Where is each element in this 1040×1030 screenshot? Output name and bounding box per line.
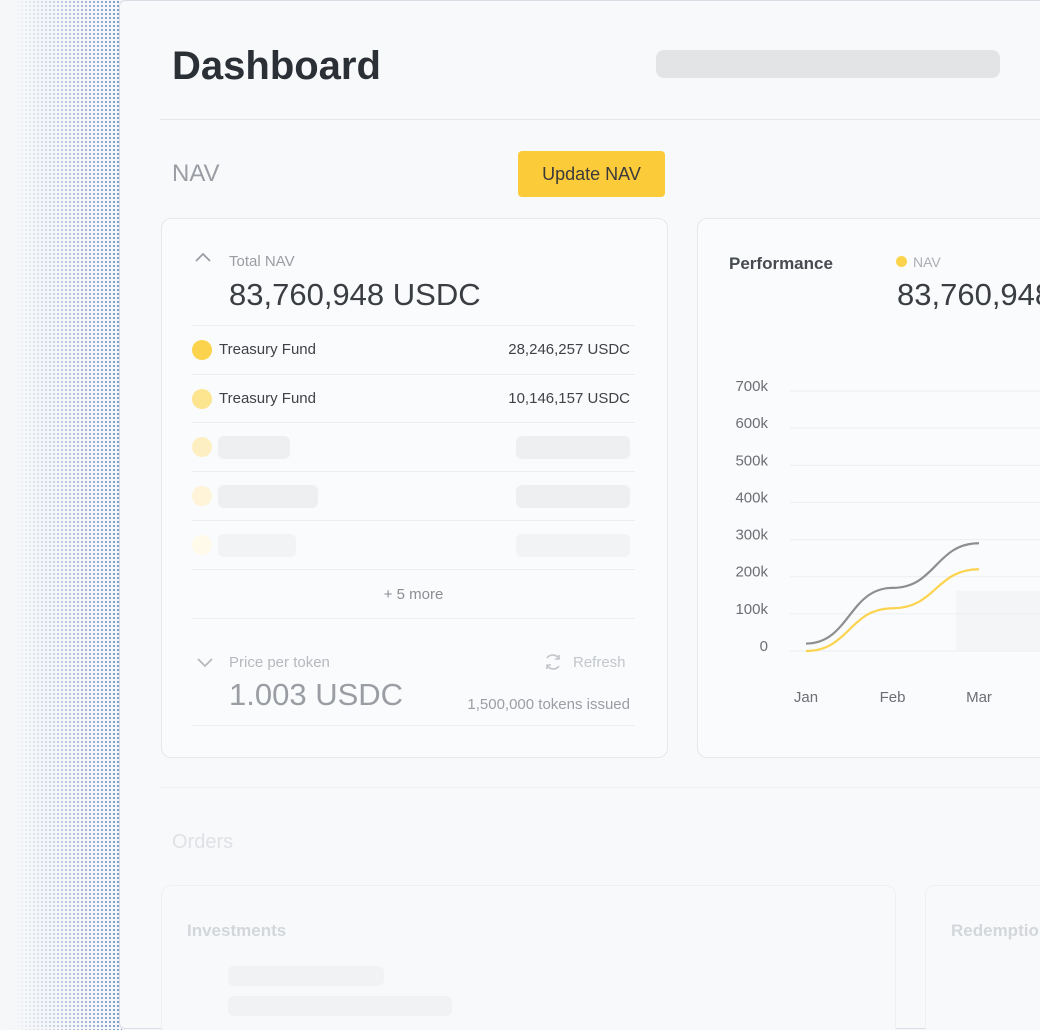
investments-card: [161, 885, 896, 1030]
page-title: Dashboard: [172, 44, 381, 88]
y-tick-label: 100k: [735, 601, 768, 618]
y-tick-label: 500k: [735, 452, 768, 469]
placeholder: [228, 996, 452, 1016]
divider: [192, 374, 635, 375]
placeholder: [218, 436, 290, 459]
x-tick-label: Mar: [966, 689, 992, 706]
price-value: 1.003 USDC: [229, 677, 404, 712]
search-placeholder[interactable]: [656, 50, 1000, 78]
divider: [192, 471, 635, 472]
x-tick-label: Feb: [880, 689, 906, 706]
collapse-icon[interactable]: [194, 252, 212, 264]
placeholder: [516, 485, 630, 508]
placeholder: [218, 534, 296, 557]
redemptions-card: [925, 885, 1040, 1030]
investments-title: Investments: [187, 921, 287, 940]
decorative-bars: [956, 591, 1040, 651]
orders-title: Orders: [172, 831, 234, 853]
performance-chart: 0 100k 200k 300k 400k 500k 600k 700k Jan Feb Mar: [735, 378, 1040, 706]
total-nav-value: 83,760,948 USDC: [229, 277, 481, 312]
divider: [192, 618, 635, 619]
total-nav-label: Total NAV: [229, 253, 295, 270]
holding-dot: [192, 389, 212, 409]
placeholder: [516, 534, 630, 557]
dot-pattern: [0, 0, 122, 1030]
y-tick-label: 700k: [735, 378, 768, 395]
holding-name: Treasury Fund: [219, 341, 316, 358]
update-nav-button[interactable]: Update NAV: [518, 151, 665, 197]
divider: [160, 119, 1040, 120]
placeholder-dot: [192, 486, 212, 506]
holding-name: Treasury Fund: [219, 390, 316, 407]
holding-value: 10,146,157 USDC: [508, 390, 630, 407]
redemptions-title: Redemptions: [951, 921, 1040, 940]
tokens-issued: 1,500,000 tokens issued: [467, 696, 630, 713]
expand-icon[interactable]: [196, 656, 214, 668]
placeholder-dot: [192, 437, 212, 457]
placeholder: [228, 966, 384, 986]
refresh-button[interactable]: Refresh: [573, 654, 626, 671]
divider: [192, 422, 635, 423]
y-tick-label: 400k: [735, 489, 768, 506]
y-tick-label: 300k: [735, 527, 768, 544]
refresh-icon[interactable]: [543, 652, 563, 672]
placeholder: [218, 485, 318, 508]
line-series: [805, 568, 980, 653]
y-tick-label: 0: [760, 638, 768, 655]
y-tick-label: 200k: [735, 564, 768, 581]
price-label: Price per token: [229, 654, 330, 671]
section-title: NAV: [172, 160, 220, 187]
legend-swatch: [896, 256, 907, 267]
divider: [192, 520, 635, 521]
legend-label: NAV: [913, 254, 941, 270]
divider: [192, 569, 635, 570]
divider: [192, 725, 635, 726]
x-tick-label: Jan: [794, 689, 818, 706]
show-more[interactable]: + 5 more: [383, 586, 444, 603]
line-series: [805, 542, 980, 645]
performance-card: [697, 218, 1040, 758]
performance-title: Performance: [729, 254, 833, 273]
divider: [192, 325, 635, 326]
divider: [160, 787, 1040, 788]
performance-value: 83,760,948 USDC: [897, 277, 1040, 312]
y-tick-label: 600k: [735, 415, 768, 432]
placeholder: [516, 436, 630, 459]
holding-dot: [192, 340, 212, 360]
placeholder-dot: [192, 535, 212, 555]
holding-value: 28,246,257 USDC: [508, 341, 630, 358]
